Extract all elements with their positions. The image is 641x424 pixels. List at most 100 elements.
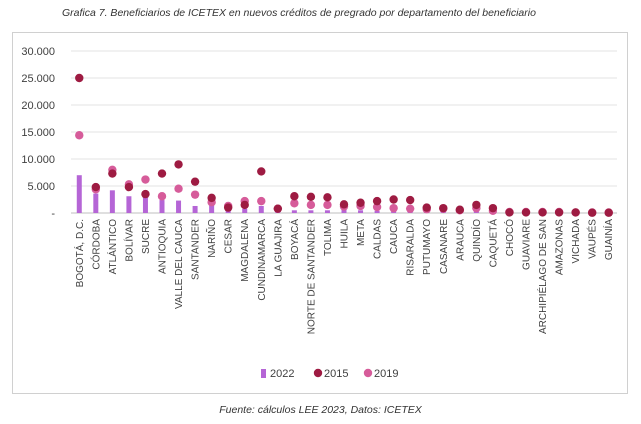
marker-2015 [257,167,266,176]
x-tick-label: ATLÁNTICO [106,219,119,275]
bar-2022 [109,190,115,213]
legend-swatch-2019 [363,368,373,378]
marker-2015 [273,204,283,213]
marker-2015 [587,208,597,217]
marker-2015 [240,200,249,210]
markers [75,73,613,217]
bar-2022 [176,200,182,213]
x-tick-label: BOYACÁ [288,219,301,260]
marker-2019 [257,196,266,206]
x-tick-label: MAGDALENA [240,219,251,282]
x-tick-label: ANTIOQUIA [158,219,169,274]
bar-2022 [209,204,215,213]
marker-2015 [157,169,167,178]
x-tick-label: VAUPÉS [586,219,599,259]
x-tick-label: CAQUETÁ [486,219,499,268]
gridlines [71,50,617,214]
bar-2022 [242,208,248,213]
x-tick-label: CALDAS [373,219,384,259]
marker-2015 [306,192,316,201]
legend-swatch-2022 [261,369,266,378]
marker-2015 [372,196,382,206]
y-tick-label: 20.000 [21,100,55,112]
x-tick-label: AMAZONAS [555,219,566,275]
marker-2015 [554,208,564,217]
x-tick-label: CÓRDOBA [89,219,102,270]
bar-2022 [341,209,347,213]
marker-2019 [75,131,84,140]
marker-2015 [190,177,200,186]
marker-2015 [472,200,481,210]
y-axis: - 5.000 10.000 15.000 20.000 25.000 30.000 [21,46,55,220]
marker-2015 [174,160,183,169]
marker-2019 [141,175,150,184]
x-tick-label: RISARALDA [406,219,417,276]
marker-2019 [405,204,415,213]
x-tick-label: PUTUMAYO [422,219,433,275]
marker-2015 [604,208,613,217]
y-tick-label: 25.000 [21,73,55,85]
chart-frame: - 5.000 10.000 15.000 20.000 25.000 30.000 BOG… [12,32,628,394]
x-tick-label: GUAVIARE [522,219,533,270]
bar-2022 [192,205,198,213]
marker-2015 [91,182,101,192]
bar-2022 [358,210,364,213]
x-tick-label: CESAR [224,219,235,253]
marker-2015 [207,193,216,203]
bar-2022 [291,210,297,213]
marker-2015 [356,198,365,207]
x-tick-label: SUCRE [141,219,152,254]
marker-2015 [75,73,84,83]
x-tick-label: NARIÑO [205,219,218,258]
marker-2019 [372,202,382,212]
bar-2022 [126,196,132,213]
x-tick-label: ARCHIPIÉLAGO DE SAN [536,219,549,334]
bar-2022 [142,197,148,213]
marker-2019 [174,184,183,193]
marker-2015 [141,189,150,199]
marker-2019 [306,200,316,210]
chart-svg: - 5.000 10.000 15.000 20.000 25.000 30.000 BOG… [21,46,617,380]
bar-2022 [308,210,314,213]
marker-2015 [538,208,547,217]
marker-2015 [488,203,498,213]
marker-2015 [108,169,117,178]
bar-2022 [374,210,380,213]
y-tick-label: 30.000 [21,46,55,58]
y-tick-label: 15.000 [21,127,55,139]
x-tick-label: VALLE DEL CAUCA [174,219,185,309]
chart-caption: Grafica 7. Beneficiarios de ICETEX en nu… [62,7,536,19]
bar-2022 [159,200,165,213]
bar-2022 [258,205,264,213]
bar-2022 [324,210,330,213]
y-tick-label: - [51,208,55,220]
x-tick-label: CASANARE [439,219,450,274]
marker-2015 [571,208,580,217]
x-tick-label: ARAUCA [455,219,466,261]
source-note: Fuente: cálculos LEE 2023, Datos: ICETEX [219,404,422,416]
marker-2015 [455,205,465,214]
x-axis: BOGOTÁ, D.C. CÓRDOBA ATLÁNTICO BOLÍVAR SUCRE… [73,219,615,335]
marker-2015 [290,192,299,201]
x-tick-label: META [356,219,367,246]
x-tick-label: HUILA [340,219,351,249]
legend: 2022 2015 2019 [261,368,398,380]
x-tick-label: QUINDÍO [470,219,483,262]
marker-2015 [505,208,514,217]
marker-2015 [389,195,398,204]
marker-2015 [339,200,349,209]
x-tick-label: CUNDINAMARCA [257,219,268,301]
y-tick-label: 10.000 [21,154,55,166]
marker-2015 [405,195,415,205]
x-tick-label: GUAINÍA [602,219,615,260]
legend-label: 2019 [374,368,398,380]
marker-2015 [439,203,448,213]
marker-2015 [124,182,134,192]
marker-2019 [323,200,332,210]
bar-2022 [76,175,82,213]
marker-2015 [422,203,431,212]
marker-2015 [223,203,233,212]
x-tick-label: LA GUAJIRA [273,219,284,277]
marker-2019 [290,199,299,208]
marker-2019 [157,192,167,201]
